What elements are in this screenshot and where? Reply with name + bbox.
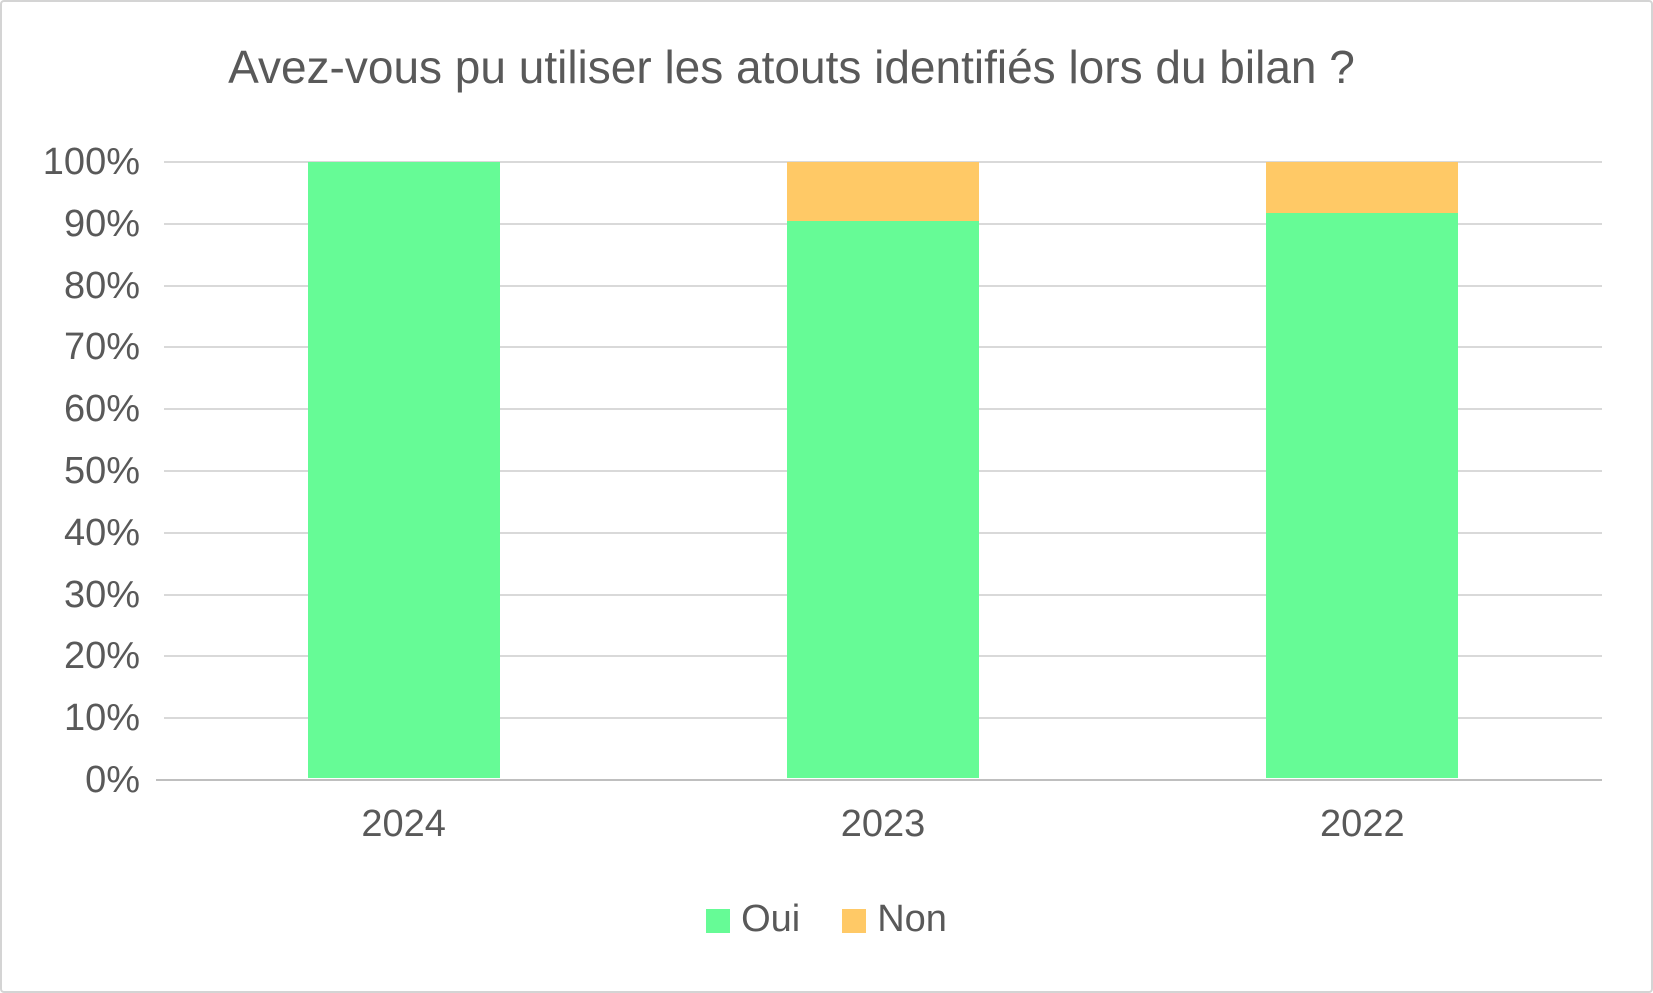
bar-slot-2024 [164, 162, 643, 780]
legend-label-oui: Oui [741, 898, 801, 940]
bar-2022 [1266, 162, 1459, 778]
y-tick-label: 0% [85, 759, 140, 801]
y-axis-labels: 0% 10% 20% 30% 40% 50% 60% 70% 80% 90% 100% [2, 143, 140, 799]
plot-area [156, 161, 1602, 781]
bar-segment-2023-non [786, 162, 979, 221]
y-tick-label: 60% [63, 388, 140, 431]
legend-swatch-oui-icon [706, 908, 731, 933]
x-label-2023: 2023 [840, 803, 926, 845]
x-axis-labels: 2024 2023 2022 [164, 802, 1602, 852]
bar-segment-2024-oui [307, 162, 500, 778]
y-tick-label: 50% [63, 450, 140, 492]
x-axis-line [156, 779, 1602, 781]
bar-segment-2023-oui [786, 220, 979, 778]
y-tick-label: 40% [63, 511, 140, 554]
y-tick-label: 20% [63, 635, 140, 678]
legend-item-non: Non [842, 900, 947, 938]
chart-title: Avez-vous pu utiliser les atouts identif… [228, 41, 1355, 93]
bar-2023 [786, 162, 979, 778]
bar-slot-2023 [643, 162, 1122, 780]
legend: Oui Non [2, 900, 1651, 938]
bar-segment-2022-oui [1266, 213, 1459, 778]
legend-swatch-non-icon [842, 908, 867, 933]
legend-label-non: Non [877, 898, 947, 940]
x-label-2024: 2024 [361, 803, 446, 845]
y-tick-label: 90% [63, 202, 140, 245]
x-label-2022: 2022 [1320, 803, 1405, 845]
y-tick-label: 100% [42, 141, 140, 183]
bar-segment-2022-non [1266, 162, 1459, 214]
y-tick-label: 70% [63, 326, 140, 369]
bar-slot-2022 [1123, 162, 1602, 780]
y-tick-label: 10% [63, 697, 140, 740]
gridline [164, 161, 1602, 163]
legend-item-oui: Oui [706, 900, 800, 938]
bar-2024 [307, 162, 500, 778]
y-tick-label: 80% [63, 264, 140, 307]
y-tick-label: 30% [63, 573, 140, 616]
